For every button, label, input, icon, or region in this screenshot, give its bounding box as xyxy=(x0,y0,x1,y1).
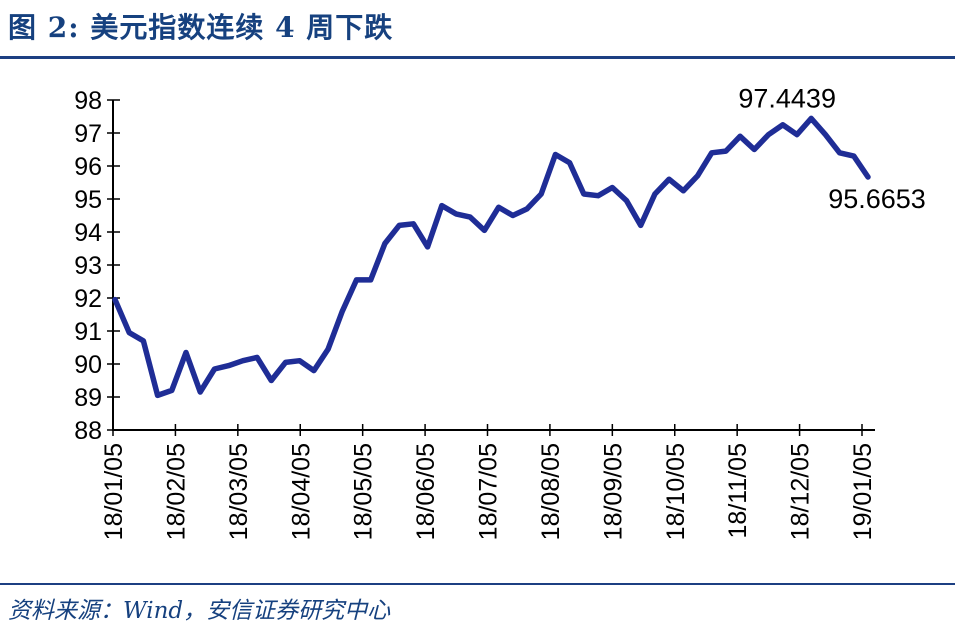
x-axis-label: 19/01/05 xyxy=(849,443,877,540)
x-axis-label: 18/08/05 xyxy=(537,443,565,540)
y-axis-label: 91 xyxy=(74,318,102,346)
y-axis-label: 93 xyxy=(74,252,102,280)
x-axis-label: 18/06/05 xyxy=(412,443,440,540)
y-axis-label: 88 xyxy=(74,417,102,445)
axis-lines xyxy=(112,100,875,431)
title-underline-rule xyxy=(0,56,955,59)
x-axis-label: 18/09/05 xyxy=(599,443,627,540)
y-axis-label: 90 xyxy=(74,351,102,379)
y-axis-label: 95 xyxy=(74,186,102,214)
x-axis-label: 18/12/05 xyxy=(787,443,815,540)
dollar-index-line xyxy=(112,115,871,399)
data-point-label: 97.4439 xyxy=(738,83,836,113)
y-axis-label: 96 xyxy=(74,153,102,181)
data-point-label: 95.6653 xyxy=(828,184,926,214)
x-axis-label: 18/10/05 xyxy=(662,443,690,540)
x-axis-label: 18/11/05 xyxy=(724,443,752,538)
x-axis-label: 18/05/05 xyxy=(350,443,378,540)
y-axis-label: 92 xyxy=(74,285,102,313)
source-text: 资料来源：Wind，安信证券研究中心 xyxy=(8,598,391,624)
x-axis-label: 18/02/05 xyxy=(162,443,190,540)
x-axis-label: 18/04/05 xyxy=(287,443,315,540)
figure-title: 图 2: 美元指数连续 4 周下跌 xyxy=(8,11,394,44)
y-axis-label: 94 xyxy=(74,219,102,247)
y-axis-label: 89 xyxy=(74,384,102,412)
x-axis-label: 18/03/05 xyxy=(225,443,253,540)
x-axis-label: 18/01/05 xyxy=(100,443,128,540)
y-axis-label: 97 xyxy=(74,120,102,148)
source-divider-rule xyxy=(0,583,955,585)
x-axis-label: 18/07/05 xyxy=(475,443,503,540)
y-axis-label: 98 xyxy=(74,87,102,115)
